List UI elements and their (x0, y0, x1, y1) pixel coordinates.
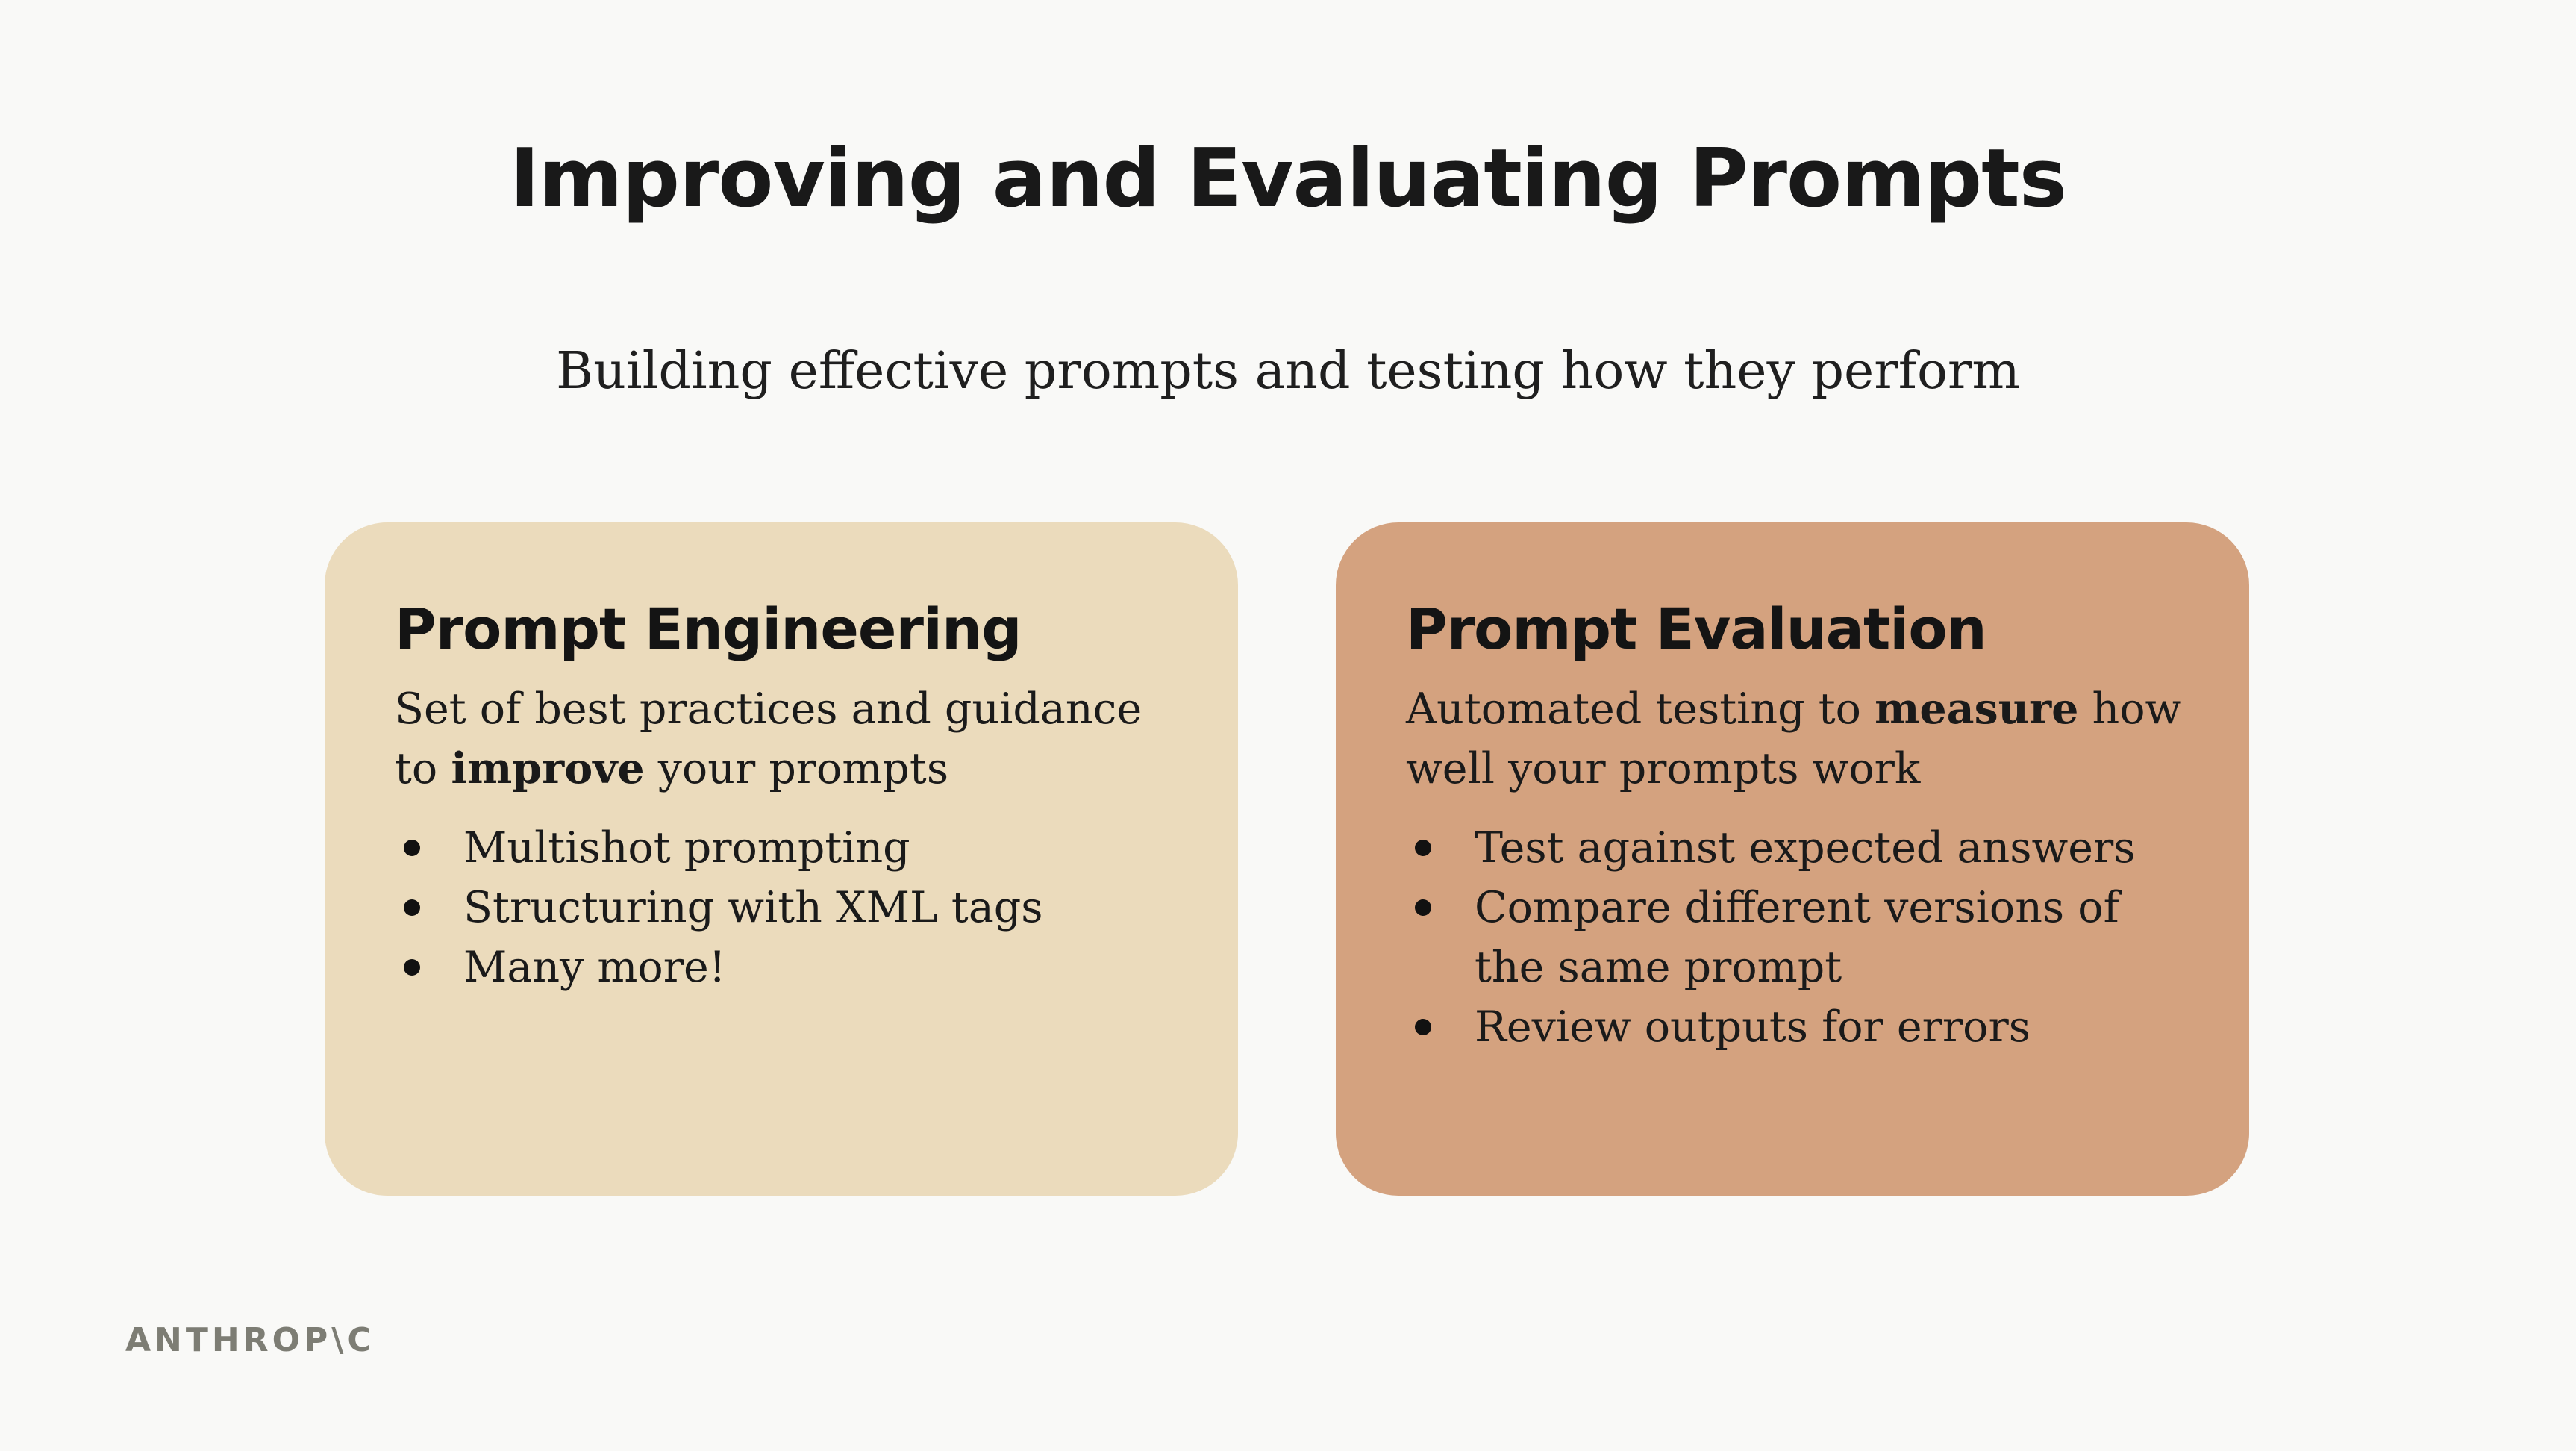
list-item-text: Compare different versions of the same p… (1475, 883, 2119, 992)
list-item: Test against expected answers (1406, 818, 2182, 878)
list-item-text: Test against expected answers (1475, 823, 2136, 873)
card-heading: Prompt Engineering (395, 596, 1022, 662)
list-item-text: Review outputs for errors (1475, 1002, 2031, 1052)
card-description: Automated testing to measure how well yo… (1406, 679, 2182, 799)
bullet-icon (1415, 899, 1431, 916)
card-description-emphasis: measure (1875, 684, 2079, 734)
bullet-list: Multishot prompting Structuring with XML… (395, 818, 1171, 997)
slide-subtitle: Building effective prompts and testing h… (556, 342, 2020, 401)
card-heading: Prompt Evaluation (1406, 596, 1987, 662)
card-description: Set of best practices and guidance to im… (395, 679, 1171, 799)
card-description-text: how well your prompts work (1406, 684, 2182, 793)
bullet-icon (1415, 1019, 1431, 1035)
card-description-text: your prompts (644, 744, 949, 793)
list-item: Compare different versions of the same p… (1406, 878, 2182, 997)
list-item-text: Many more! (463, 943, 726, 992)
bullet-icon (404, 899, 420, 916)
list-item-text: Multishot prompting (463, 823, 910, 873)
list-item: Structuring with XML tags (395, 878, 1171, 937)
slide-title: Improving and Evaluating Prompts (509, 132, 2067, 225)
bullet-icon (404, 959, 420, 976)
prompt-engineering-card: Prompt Engineering Set of best practices… (325, 522, 1238, 1196)
bullet-icon (404, 840, 420, 856)
card-description-text: Automated testing to (1406, 684, 1875, 734)
bullet-list: Test against expected answers Compare di… (1406, 818, 2182, 1057)
card-description-emphasis: improve (451, 743, 645, 793)
prompt-evaluation-card: Prompt Evaluation Automated testing to m… (1336, 522, 2249, 1196)
list-item: Many more! (395, 937, 1171, 997)
card-description-text: Set of best practices and guidance to (395, 684, 1142, 793)
list-item: Multishot prompting (395, 818, 1171, 878)
list-item-text: Structuring with XML tags (463, 883, 1043, 932)
anthropic-logo: ANTHROP\C (125, 1321, 375, 1359)
list-item: Review outputs for errors (1406, 997, 2182, 1057)
bullet-icon (1415, 840, 1431, 856)
